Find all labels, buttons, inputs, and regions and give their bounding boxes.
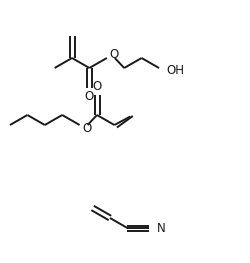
Text: O: O [82,122,92,134]
Text: O: O [110,48,119,62]
Text: N: N [156,221,165,235]
Text: OH: OH [166,63,184,77]
Text: O: O [92,80,102,94]
Text: O: O [85,89,94,103]
